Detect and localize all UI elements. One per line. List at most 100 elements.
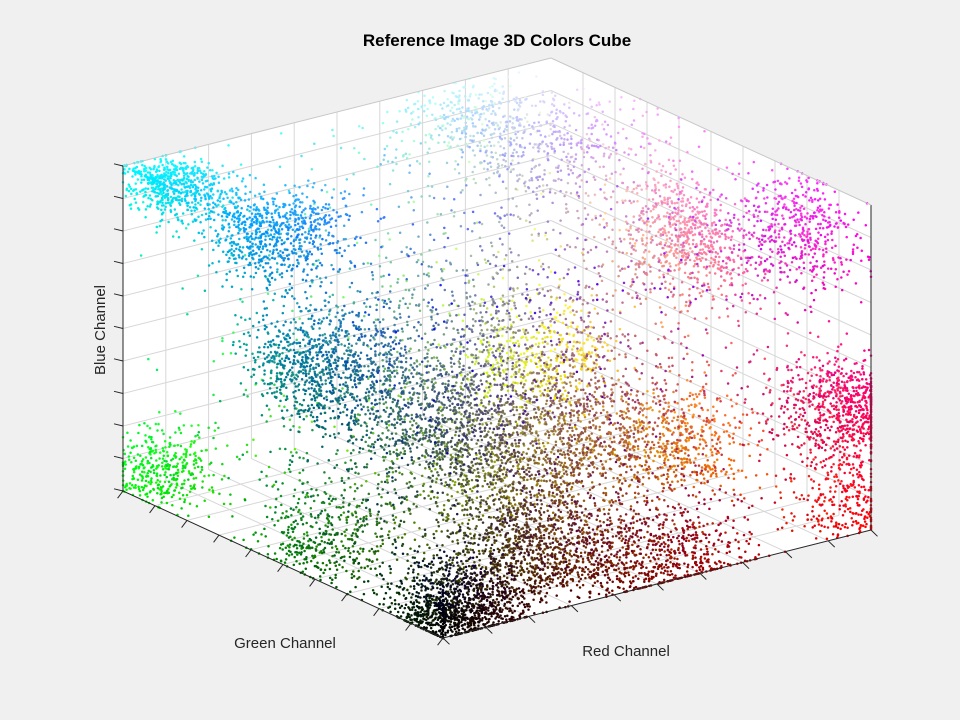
- scatter-point: [711, 445, 715, 448]
- scatter-point: [801, 227, 805, 231]
- scatter-point: [535, 395, 538, 399]
- scatter-point: [842, 460, 846, 464]
- scatter-point: [666, 245, 669, 248]
- scatter-point: [703, 393, 706, 397]
- scatter-point: [762, 372, 766, 375]
- scatter-point: [732, 472, 735, 476]
- scatter-point: [823, 398, 827, 402]
- scatter-point: [806, 212, 809, 215]
- scatter-point: [623, 335, 627, 338]
- scatter-point: [158, 411, 161, 414]
- scatter-point: [843, 454, 846, 457]
- scatter-point: [801, 193, 805, 197]
- scatter-point: [661, 466, 664, 469]
- scatter-point: [643, 448, 646, 452]
- scatter-point: [678, 192, 681, 196]
- scatter-point: [718, 397, 721, 400]
- scatter-point: [451, 138, 454, 141]
- scatter-point: [735, 402, 738, 405]
- scatter-point: [795, 207, 798, 211]
- scatter-point: [485, 307, 489, 310]
- scatter-point: [828, 415, 831, 419]
- scatter-point: [554, 179, 557, 183]
- scatter-point: [563, 126, 566, 129]
- scatter-point: [328, 206, 332, 209]
- scatter-point: [379, 163, 382, 166]
- scatter-point: [605, 300, 608, 303]
- scatter-point: [449, 100, 453, 104]
- scatter-point: [756, 190, 760, 194]
- scatter-point: [713, 460, 716, 464]
- scatter-point: [562, 468, 565, 471]
- scatter-point: [621, 251, 624, 255]
- scatter-point: [719, 275, 723, 278]
- scatter-point: [475, 221, 479, 224]
- scatter-point: [680, 407, 684, 411]
- scatter-point: [599, 188, 602, 191]
- scatter-point: [439, 103, 442, 107]
- scatter-point: [458, 345, 462, 348]
- scatter-point: [664, 241, 668, 245]
- scatter-point: [638, 424, 642, 427]
- scatter-point: [823, 260, 826, 263]
- scatter-point: [651, 408, 654, 412]
- scatter-point: [766, 196, 769, 199]
- scatter-point: [839, 386, 842, 390]
- scatter-point: [161, 446, 165, 450]
- scatter-point: [683, 223, 687, 226]
- scatter-point: [836, 278, 839, 281]
- scatter-point: [446, 104, 450, 107]
- scatter-point: [818, 226, 822, 230]
- scatter-point: [669, 269, 672, 273]
- scatter-point: [163, 439, 167, 443]
- scatter-point: [391, 169, 395, 172]
- scatter-point: [227, 176, 231, 179]
- scatter-point: [817, 231, 820, 234]
- scatter-point: [717, 263, 720, 266]
- scatter-point: [651, 198, 655, 201]
- scatter-point: [497, 413, 500, 416]
- scatter-point: [170, 483, 173, 486]
- scatter-point: [680, 209, 683, 213]
- scatter-point: [810, 374, 813, 377]
- scatter-point: [672, 390, 675, 394]
- scatter-point: [486, 375, 490, 379]
- scatter-point: [496, 361, 499, 365]
- scatter-point: [424, 133, 428, 137]
- scatter-point: [778, 397, 781, 401]
- scatter-point: [558, 417, 561, 420]
- scatter-point: [672, 431, 675, 434]
- scatter-point: [777, 194, 780, 198]
- scatter-point: [458, 127, 461, 130]
- scatter-point: [484, 151, 488, 154]
- scatter-point: [604, 415, 608, 418]
- scatter-point: [793, 204, 796, 207]
- scatter-point: [427, 271, 430, 275]
- scatter-point: [772, 291, 776, 294]
- scatter-point: [485, 360, 488, 363]
- scatter-point: [469, 384, 472, 388]
- scatter-point: [701, 290, 705, 293]
- scatter-point: [684, 438, 687, 442]
- scatter-point: [775, 368, 779, 371]
- scatter-point: [668, 262, 671, 265]
- scatter-point: [442, 197, 446, 200]
- scatter-point: [546, 441, 550, 445]
- scatter-point: [738, 222, 741, 226]
- scatter-point: [559, 361, 562, 364]
- scatter-point: [598, 223, 601, 226]
- scatter-point: [348, 267, 352, 270]
- scatter-point: [580, 163, 584, 167]
- scatter-point: [852, 512, 855, 515]
- scatter-point: [530, 336, 533, 340]
- scatter-point: [752, 213, 755, 216]
- scatter-point: [669, 290, 673, 294]
- scatter-point: [560, 339, 564, 343]
- scatter-point: [724, 237, 727, 241]
- scatter-point: [629, 225, 632, 228]
- scatter-point: [515, 360, 518, 364]
- scatter-point: [479, 332, 482, 335]
- scatter-point: [563, 103, 566, 106]
- scatter-point: [437, 133, 441, 137]
- scatter-point: [611, 242, 614, 246]
